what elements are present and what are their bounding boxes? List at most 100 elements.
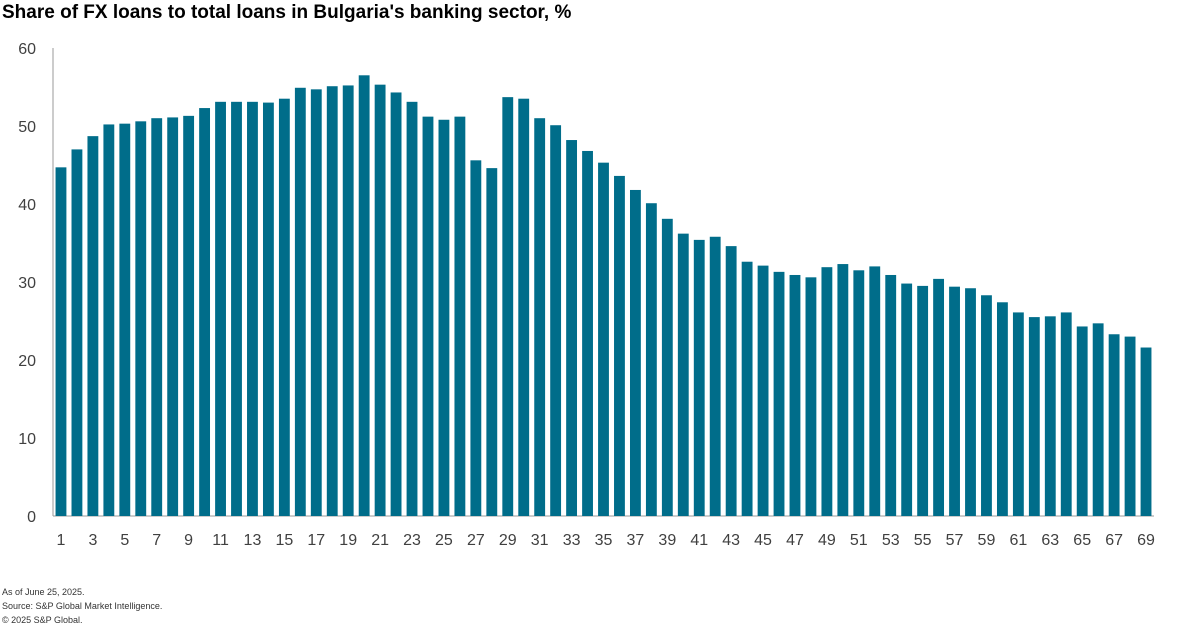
- x-tick-label: 49: [818, 532, 836, 549]
- bar-41: [693, 239, 705, 516]
- x-tick-label: 47: [786, 532, 804, 549]
- x-tick-label: 15: [275, 532, 293, 549]
- bar-63: [1044, 316, 1056, 516]
- x-tick-label: 31: [531, 532, 549, 549]
- bar-48: [805, 277, 817, 516]
- x-tick-label: 65: [1073, 532, 1091, 549]
- footnote-as-of: As of June 25, 2025.: [2, 587, 85, 597]
- x-tick-label: 11: [212, 532, 229, 549]
- x-tick-label: 3: [88, 532, 97, 549]
- bar-37: [629, 189, 641, 516]
- x-tick-label: 17: [307, 532, 325, 549]
- bar-60: [996, 302, 1008, 516]
- x-tick-label: 35: [595, 532, 613, 549]
- y-tick-label: 10: [18, 431, 36, 448]
- bar-15: [278, 98, 290, 516]
- x-tick-label: 13: [244, 532, 262, 549]
- x-tick-label: 1: [57, 532, 66, 549]
- bar-10: [199, 108, 211, 516]
- bar-47: [789, 274, 801, 516]
- bar-20: [358, 75, 370, 517]
- bar-62: [1028, 317, 1040, 516]
- x-tick-label: 19: [339, 532, 357, 549]
- bar-49: [821, 267, 833, 516]
- bar-36: [614, 175, 625, 517]
- y-tick-label: 30: [18, 275, 36, 292]
- bar-19: [342, 85, 354, 516]
- bar-45: [757, 265, 769, 516]
- bar-21: [374, 84, 386, 516]
- bar-68: [1124, 336, 1136, 516]
- bar-4: [103, 124, 115, 516]
- footnote-source: Source: S&P Global Market Intelligence.: [2, 601, 163, 611]
- bar-2: [71, 149, 83, 516]
- y-axis-ticks: 0 10 20 30 40 50 60: [18, 41, 36, 526]
- bar-28: [486, 168, 498, 516]
- bar-9: [183, 115, 195, 517]
- bar-55: [917, 285, 929, 516]
- y-tick-label: 60: [18, 41, 36, 58]
- bar-24: [422, 116, 434, 516]
- bar-44: [741, 261, 753, 516]
- x-tick-label: 69: [1137, 532, 1155, 549]
- x-tick-label: 33: [563, 532, 581, 549]
- bar-29: [502, 97, 514, 516]
- bar-38: [645, 203, 657, 516]
- bar-1: [55, 167, 67, 516]
- bar-34: [582, 150, 593, 516]
- x-tick-label: 63: [1041, 532, 1059, 549]
- bar-53: [885, 274, 897, 516]
- bar-22: [390, 92, 402, 517]
- x-tick-label: 59: [978, 532, 996, 549]
- x-tick-label: 23: [403, 532, 421, 549]
- bar-54: [901, 283, 913, 516]
- bar-65: [1076, 326, 1088, 516]
- bar-8: [167, 117, 179, 517]
- bar-67: [1108, 334, 1120, 516]
- bar-52: [869, 266, 881, 516]
- x-tick-label: 41: [690, 532, 708, 549]
- bar-32: [550, 125, 562, 516]
- y-tick-label: 0: [27, 509, 36, 526]
- bar-12: [231, 101, 242, 516]
- bar-11: [215, 101, 226, 516]
- bar-25: [438, 119, 450, 516]
- bar-64: [1060, 312, 1072, 516]
- x-tick-label: 21: [371, 532, 389, 549]
- x-tick-label: 5: [120, 532, 129, 549]
- bar-58: [965, 288, 976, 516]
- bar-3: [87, 136, 99, 516]
- y-tick-label: 50: [18, 119, 36, 136]
- bar-50: [837, 264, 849, 516]
- bar-40: [677, 233, 689, 516]
- y-tick-label: 40: [18, 197, 36, 214]
- x-tick-label: 29: [499, 532, 517, 549]
- x-tick-label: 53: [882, 532, 900, 549]
- x-tick-label: 61: [1009, 532, 1027, 549]
- x-tick-label: 55: [914, 532, 932, 549]
- bar-61: [1012, 312, 1024, 516]
- bar-6: [135, 121, 147, 516]
- bar-51: [853, 270, 865, 516]
- x-tick-label: 67: [1105, 532, 1123, 549]
- x-tick-label: 37: [627, 532, 645, 549]
- bar-42: [709, 236, 721, 516]
- footnote-copyright: © 2025 S&P Global.: [2, 615, 83, 625]
- bar-39: [661, 218, 673, 516]
- bar-27: [470, 160, 482, 516]
- bar-33: [566, 140, 578, 517]
- x-axis-ticks: 1 3 5 7 9 11 13 15 17 19 21 23 25 27 29 31 33 35 37 39 41 43 4…: [57, 532, 1155, 549]
- bar-17: [310, 89, 322, 516]
- x-tick-label: 25: [435, 532, 453, 549]
- x-tick-label: 57: [946, 532, 964, 549]
- bars-group: [55, 75, 1152, 517]
- bar-5: [119, 123, 131, 516]
- bar-14: [262, 102, 274, 516]
- bar-59: [981, 295, 992, 516]
- bar-30: [518, 98, 530, 516]
- x-tick-label: 45: [754, 532, 772, 549]
- x-tick-label: 43: [722, 532, 740, 549]
- x-tick-label: 7: [152, 532, 161, 549]
- bar-18: [326, 86, 338, 516]
